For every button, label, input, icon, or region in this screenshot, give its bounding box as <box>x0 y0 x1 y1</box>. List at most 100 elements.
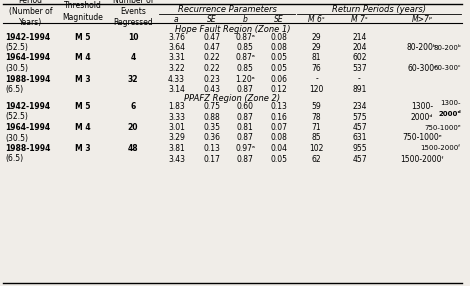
Text: 0.17: 0.17 <box>203 154 220 164</box>
Text: 29: 29 <box>312 33 321 41</box>
Text: Hope Fault Region (Zone 1): Hope Fault Region (Zone 1) <box>175 25 290 33</box>
Text: Threshold
Magnitude: Threshold Magnitude <box>63 1 103 21</box>
Text: 1500-2000ᶠ: 1500-2000ᶠ <box>421 146 461 152</box>
Text: a: a <box>174 15 179 23</box>
Text: 0.35: 0.35 <box>203 123 220 132</box>
Text: 6: 6 <box>130 102 136 111</box>
Text: 0.23: 0.23 <box>203 74 220 84</box>
Text: (52.5): (52.5) <box>5 112 28 122</box>
Text: 0.36: 0.36 <box>203 134 220 142</box>
Text: 0.08: 0.08 <box>271 33 288 41</box>
Text: 537: 537 <box>352 64 367 73</box>
Text: 3.43: 3.43 <box>168 154 185 164</box>
Text: 1988-1994: 1988-1994 <box>5 74 50 84</box>
Text: Number of
Events
Regressed: Number of Events Regressed <box>113 0 153 27</box>
Text: 80-200ᵇ: 80-200ᵇ <box>407 43 437 52</box>
Text: 59: 59 <box>312 102 321 111</box>
Text: 120: 120 <box>309 85 324 94</box>
Text: 0.87ᵃ: 0.87ᵃ <box>235 33 255 41</box>
Text: 0.05: 0.05 <box>271 53 288 63</box>
Text: 0.04: 0.04 <box>271 144 288 153</box>
Text: 81: 81 <box>312 53 321 63</box>
Text: (6.5): (6.5) <box>5 85 23 94</box>
Text: 3.64: 3.64 <box>168 43 185 52</box>
Text: 0.22: 0.22 <box>203 64 220 73</box>
Text: 0.75: 0.75 <box>203 102 220 111</box>
Text: Recurrence Parameters: Recurrence Parameters <box>178 5 276 15</box>
Text: 1.83: 1.83 <box>168 102 185 111</box>
Text: 60-300ᶜ: 60-300ᶜ <box>407 64 437 73</box>
Text: 1942-1994: 1942-1994 <box>5 102 50 111</box>
Text: M 3: M 3 <box>75 74 91 84</box>
Text: M 4: M 4 <box>75 123 91 132</box>
Text: 0.47: 0.47 <box>203 43 220 52</box>
Text: M 6ˢ: M 6ˢ <box>308 15 325 23</box>
Text: M 3: M 3 <box>75 144 91 153</box>
Text: 0.07: 0.07 <box>271 123 288 132</box>
Text: 1500-2000ᶠ: 1500-2000ᶠ <box>400 154 444 164</box>
Text: 0.43: 0.43 <box>203 85 220 94</box>
Text: 457: 457 <box>352 123 367 132</box>
Text: 1964-1994: 1964-1994 <box>5 123 50 132</box>
Text: 2000ᵈ: 2000ᵈ <box>411 112 433 122</box>
Text: 0.22: 0.22 <box>203 53 220 63</box>
Text: 102: 102 <box>309 144 324 153</box>
Text: 0.13: 0.13 <box>203 144 220 153</box>
Text: 602: 602 <box>352 53 367 63</box>
Text: 29: 29 <box>312 43 321 52</box>
Text: 3.31: 3.31 <box>168 53 185 63</box>
Text: 457: 457 <box>352 154 367 164</box>
Text: 1988-1994: 1988-1994 <box>5 144 50 153</box>
Text: 0.85: 0.85 <box>236 64 253 73</box>
Text: (52.5): (52.5) <box>5 43 28 52</box>
Text: 1.20ᵃ: 1.20ᵃ <box>235 74 255 84</box>
Text: Period
(Number of
Years): Period (Number of Years) <box>9 0 52 27</box>
Text: 3.33: 3.33 <box>168 112 185 122</box>
Text: 0.05: 0.05 <box>271 154 288 164</box>
Text: 3.29: 3.29 <box>168 134 185 142</box>
Text: 0.87: 0.87 <box>236 134 253 142</box>
Text: 0.85: 0.85 <box>236 43 253 52</box>
Text: 76: 76 <box>312 64 321 73</box>
Text: 0.81: 0.81 <box>236 123 253 132</box>
Text: M 7ˢ: M 7ˢ <box>351 15 368 23</box>
Text: M 5: M 5 <box>75 102 91 111</box>
Text: 575: 575 <box>352 112 367 122</box>
Text: 0.16: 0.16 <box>271 112 288 122</box>
Text: 0.47: 0.47 <box>203 33 220 41</box>
Text: (30.5): (30.5) <box>5 134 28 142</box>
Text: M>7ᵖ: M>7ᵖ <box>411 15 432 23</box>
Text: 0.06: 0.06 <box>271 74 288 84</box>
Text: 3.14: 3.14 <box>168 85 185 94</box>
Text: 20: 20 <box>128 123 138 132</box>
Text: 631: 631 <box>352 134 367 142</box>
Text: 3.76: 3.76 <box>168 33 185 41</box>
Text: 10: 10 <box>128 33 138 41</box>
Text: b: b <box>243 15 247 23</box>
Text: 62: 62 <box>312 154 321 164</box>
Text: 2000ᵈ: 2000ᵈ <box>438 111 461 117</box>
Text: 80-200ᵇ: 80-200ᵇ <box>433 45 461 51</box>
Text: 0.05: 0.05 <box>271 64 288 73</box>
Text: 1942-1994: 1942-1994 <box>5 33 50 41</box>
Text: 0.97ᵃ: 0.97ᵃ <box>235 144 255 153</box>
Text: (30.5): (30.5) <box>5 64 28 73</box>
Text: PPAFZ Region (Zone 2): PPAFZ Region (Zone 2) <box>184 94 281 103</box>
Text: 0.87ᵃ: 0.87ᵃ <box>235 53 255 63</box>
Text: -: - <box>358 74 361 84</box>
Text: 1300-: 1300- <box>411 102 433 111</box>
Text: 3.81: 3.81 <box>168 144 185 153</box>
Text: SE: SE <box>207 15 216 23</box>
Text: 60-300ᶜ: 60-300ᶜ <box>433 65 461 72</box>
Text: 78: 78 <box>312 112 321 122</box>
Text: -: - <box>315 74 318 84</box>
Text: 0.87: 0.87 <box>236 112 253 122</box>
Text: 4.33: 4.33 <box>168 74 185 84</box>
Text: 1300-: 1300- <box>440 100 461 106</box>
Text: 0.12: 0.12 <box>271 85 287 94</box>
Text: 4: 4 <box>130 53 136 63</box>
Text: 0.08: 0.08 <box>271 134 288 142</box>
Text: 234: 234 <box>352 102 367 111</box>
Text: SE: SE <box>274 15 284 23</box>
Text: 71: 71 <box>312 123 321 132</box>
